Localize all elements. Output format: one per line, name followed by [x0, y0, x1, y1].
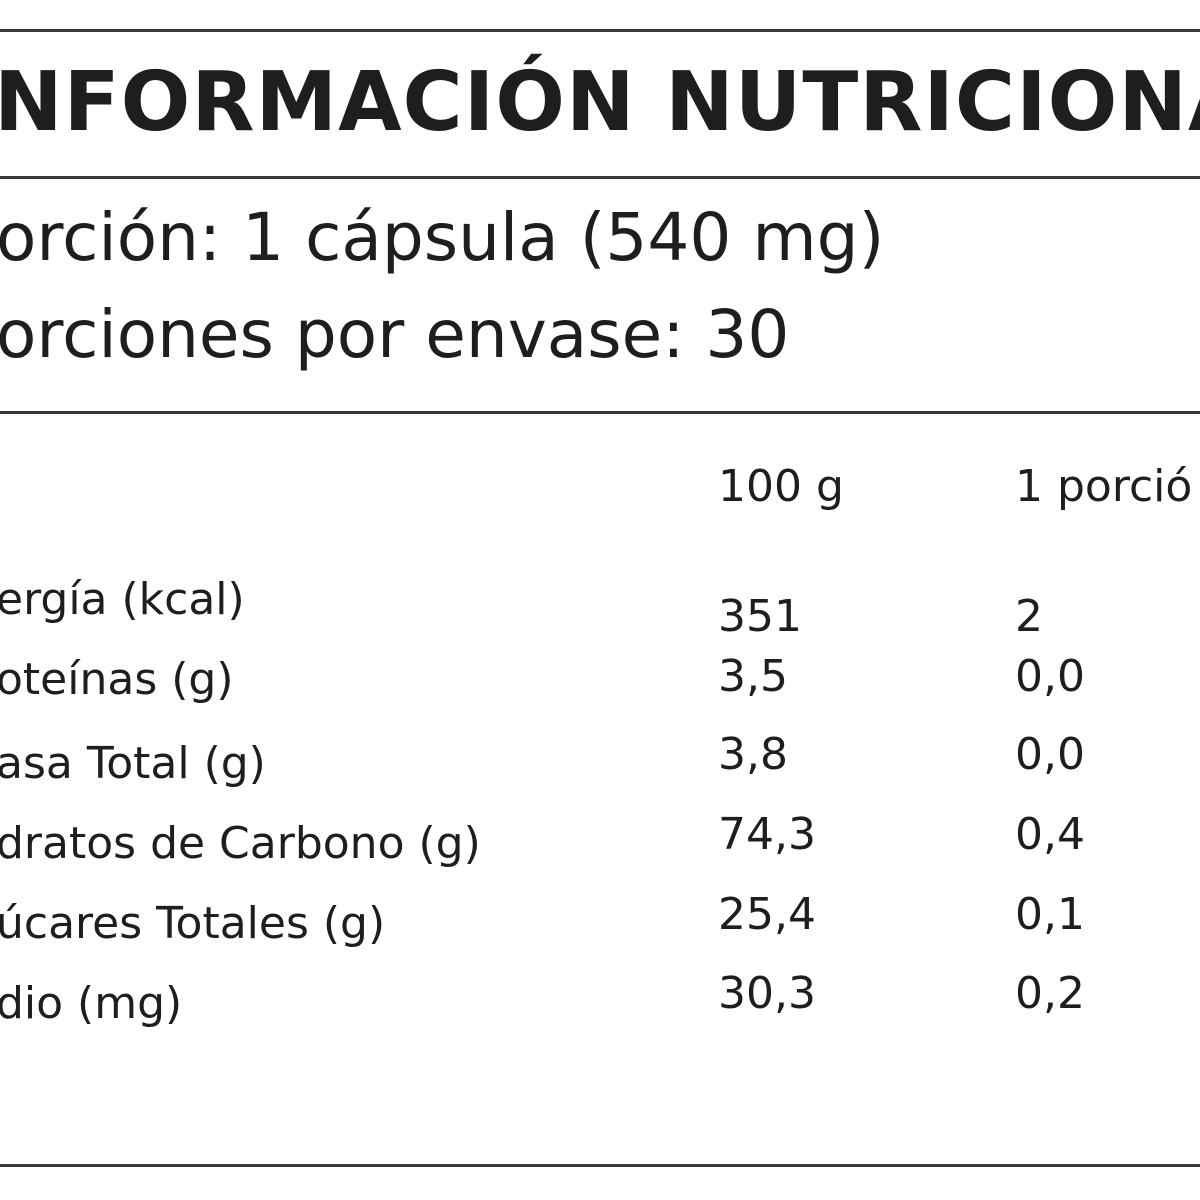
nutrient-label: ergía (kcal) — [0, 574, 245, 625]
nutrient-label: dio (mg) — [0, 978, 183, 1029]
value-100g: 351 — [718, 591, 802, 642]
serving-rule — [0, 411, 1200, 414]
value-100g: 30,3 — [718, 968, 816, 1019]
column-header: 100 g — [718, 461, 844, 512]
value-100g: 3,5 — [718, 651, 788, 702]
servings-per-container: orciones por envase: 30 — [0, 296, 790, 373]
value-100g: 74,3 — [718, 809, 816, 860]
nutrient-label: dratos de Carbono (g) — [0, 818, 481, 869]
serving-size: orción: 1 cápsula (540 mg) — [0, 199, 885, 276]
column-header: 1 porció — [1015, 461, 1193, 512]
value-portion: 0,1 — [1015, 889, 1085, 940]
value-portion: 0,2 — [1015, 968, 1085, 1019]
bottom-rule — [0, 1164, 1200, 1167]
value-portion: 2 — [1015, 591, 1043, 642]
nutrient-label: úcares Totales (g) — [0, 898, 386, 949]
value-100g: 3,8 — [718, 729, 788, 780]
top-rule — [0, 29, 1200, 32]
value-portion: 0,0 — [1015, 651, 1085, 702]
value-100g: 25,4 — [718, 889, 816, 940]
nutrient-label: oteínas (g) — [0, 654, 234, 705]
title-rule — [0, 176, 1200, 179]
value-portion: 0,4 — [1015, 809, 1085, 860]
title: NFORMACIÓN NUTRICIONA — [0, 55, 1200, 150]
nutrient-label: asa Total (g) — [0, 738, 266, 789]
value-portion: 0,0 — [1015, 729, 1085, 780]
